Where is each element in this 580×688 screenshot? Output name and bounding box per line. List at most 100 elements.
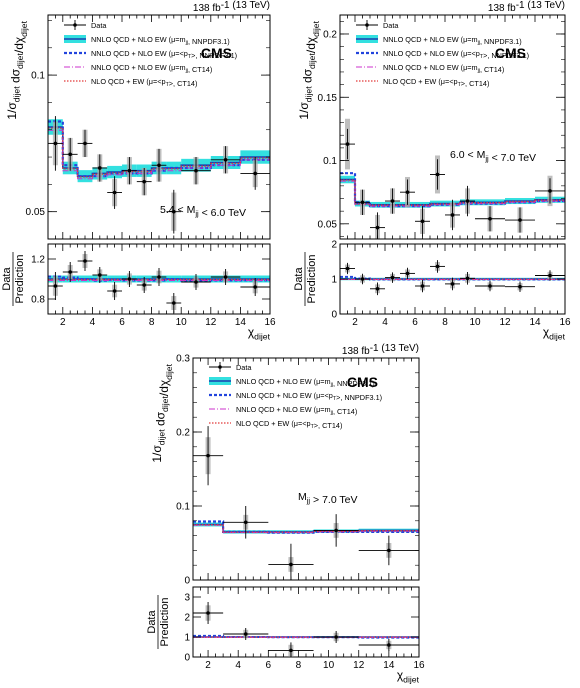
x-tick-label: 8 bbox=[296, 660, 302, 671]
panel-3: 138 fb-1 (13 TeV)2 4 6 8 10 12 14 16χdijet00.10… bbox=[146, 343, 425, 685]
ratio-y-tick-label: 1.2 bbox=[31, 255, 45, 266]
x-tick-label: 14 bbox=[529, 317, 541, 328]
x-tick-label: 4 bbox=[235, 660, 241, 671]
lumi-label: 138 fb-1 (13 TeV) bbox=[488, 0, 565, 14]
x-tick-label: 16 bbox=[559, 317, 571, 328]
top-pad-plot bbox=[193, 426, 419, 580]
ratio-point bbox=[157, 275, 161, 279]
ratio-point bbox=[223, 275, 228, 279]
data-point bbox=[253, 171, 257, 176]
ratio-label-bottom: Prediction bbox=[306, 255, 318, 304]
data-point bbox=[172, 209, 176, 214]
ratio-label-top: Data bbox=[293, 267, 305, 291]
data-point bbox=[83, 141, 87, 146]
data-point bbox=[206, 453, 210, 458]
cms-label: CMS bbox=[347, 374, 378, 390]
y-axis-label: 1/σdijet dσdijet/dχdijet bbox=[5, 20, 29, 119]
data-point bbox=[142, 179, 146, 184]
x-tick-label: 8 bbox=[149, 317, 155, 328]
x-tick-label: 12 bbox=[205, 317, 217, 328]
legend-entry-nnlo_ct14: NNLO QCD + NLO EW (μ=mjj, CT14) bbox=[383, 63, 504, 74]
data-point bbox=[243, 520, 248, 525]
x-tick-label: 2 bbox=[205, 660, 211, 671]
data-point bbox=[375, 225, 380, 230]
x-tick-label: 10 bbox=[323, 660, 335, 671]
y-tick-label: 0.05 bbox=[26, 207, 46, 218]
ratio-y-tick-label: 3 bbox=[184, 593, 190, 604]
data-point bbox=[405, 190, 410, 194]
theory-nnlo-ct14-line bbox=[193, 524, 419, 534]
ratio-point bbox=[83, 259, 87, 263]
data-point bbox=[157, 163, 161, 168]
data-point bbox=[435, 172, 440, 177]
legend-entry-nnlo_pt: NNLO QCD + NLO EW (μ=<pT>, NNPDF3.1) bbox=[91, 49, 237, 60]
top-pad-plot bbox=[48, 116, 270, 234]
legend-entry-nlo_ct14: NLO QCD + EW (μ=<pT>, CT14) bbox=[236, 419, 342, 430]
y-tick-label: 0.2 bbox=[176, 428, 190, 439]
ratio-y-tick-label: 0 bbox=[331, 310, 337, 321]
panel-2: 138 fb-1 (13 TeV)2 4 6 8 10 12 14 16χdijet0.050… bbox=[293, 0, 571, 342]
x-tick-label: 16 bbox=[264, 317, 276, 328]
y-tick-label: 0 bbox=[184, 576, 190, 587]
ratio-y-axis-label: Data Prediction bbox=[146, 595, 171, 649]
ratio-point bbox=[98, 273, 102, 277]
data-point bbox=[360, 200, 365, 205]
ratio-point bbox=[548, 273, 552, 278]
mass-range-label: Mjj > 7.0 TeV bbox=[298, 491, 358, 506]
legend-entry-nlo_ct14: NLO QCD + EW (μ=<pT>, CT14) bbox=[91, 77, 197, 88]
ratio-point bbox=[194, 280, 198, 284]
mass-range-label: 5.4 < Mjj < 6.0 TeV bbox=[160, 204, 246, 219]
legend-entry-nnlo_mjj: NNLO QCD + NLO EW (μ=mjj, NNPDF3.1) bbox=[383, 35, 522, 46]
data-point bbox=[450, 213, 455, 217]
x-tick-label: 12 bbox=[353, 660, 365, 671]
ratio-point bbox=[345, 266, 350, 271]
ratio-y-axis-label: Data Prediction bbox=[1, 252, 26, 306]
legend: Data NNLO QCD + NLO EW (μ=mjj, NNPDF3.1) N… bbox=[64, 20, 237, 88]
x-tick-label: 8 bbox=[442, 317, 448, 328]
legend-entry-nnlo_mjj: NNLO QCD + NLO EW (μ=mjj, NNPDF3.1) bbox=[91, 35, 230, 46]
ratio-y-tick-label: 0.8 bbox=[31, 295, 45, 306]
data-point bbox=[68, 152, 72, 157]
ratio-point bbox=[334, 635, 338, 639]
ratio-point bbox=[387, 643, 391, 647]
x-tick-label: 14 bbox=[383, 660, 395, 671]
data-point bbox=[390, 199, 395, 203]
ratio-point bbox=[243, 632, 248, 636]
ratio-point bbox=[112, 289, 117, 293]
x-tick-label: 6 bbox=[119, 317, 125, 328]
ratio-label-bottom: Prediction bbox=[159, 598, 171, 647]
data-point bbox=[548, 189, 552, 193]
cms-label: CMS bbox=[495, 45, 526, 61]
data-point bbox=[465, 199, 470, 203]
ratio-nnlo-pt-line bbox=[48, 275, 270, 282]
ratio-y-tick-label: 2 bbox=[184, 613, 190, 624]
y-tick-label: 0.2 bbox=[323, 29, 337, 40]
x-tick-label: 10 bbox=[176, 317, 188, 328]
ratio-y-tick-label: 0 bbox=[184, 653, 190, 664]
x-tick-label: 10 bbox=[469, 317, 481, 328]
legend-entry-data: Data bbox=[91, 21, 107, 30]
cms-label: CMS bbox=[201, 45, 232, 61]
x-tick-label: 12 bbox=[499, 317, 511, 328]
data-point bbox=[194, 168, 198, 173]
ratio-y-tick-label: 1 bbox=[184, 633, 190, 644]
data-point bbox=[420, 219, 425, 224]
ratio-point bbox=[289, 648, 293, 653]
y-axis-label: 1/σdijet dσdijet/dχdijet bbox=[150, 363, 174, 462]
ratio-point bbox=[518, 284, 522, 289]
data-point bbox=[223, 157, 228, 162]
ratio-point bbox=[405, 271, 410, 276]
ratio-point bbox=[420, 284, 425, 288]
x-tick-label: 2 bbox=[60, 317, 66, 328]
ratio-point bbox=[450, 282, 455, 286]
ratio-y-axis-label: Data Prediction bbox=[293, 252, 318, 306]
data-point bbox=[127, 168, 132, 173]
legend-entry-nnlo_pt: NNLO QCD + NLO EW (μ=<pT>, NNPDF3.1) bbox=[236, 391, 382, 402]
ratio-y-tick-label: 1 bbox=[331, 275, 337, 286]
legend-entry-nlo_ct14: NLO QCD + EW (μ=<pT>, CT14) bbox=[383, 77, 489, 88]
ratio-label-top: Data bbox=[1, 267, 13, 291]
legend-entry-data: Data bbox=[383, 21, 399, 30]
legend-entry-nnlo_pt: NNLO QCD + NLO EW (μ=<pT>, NNPDF3.1) bbox=[383, 49, 529, 60]
